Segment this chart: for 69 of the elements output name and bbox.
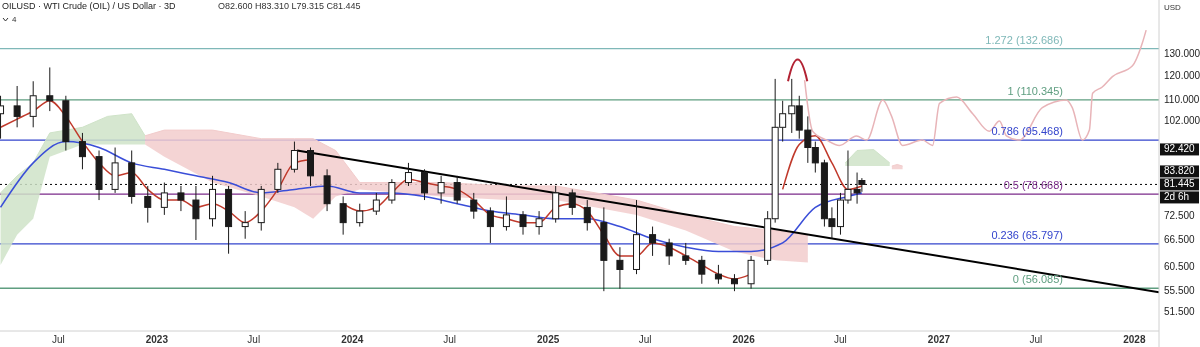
candlestick	[747, 255, 755, 290]
x-tick-label: Jul	[443, 334, 457, 345]
candlestick	[339, 195, 347, 236]
y-tick-label: 102.000	[1164, 115, 1200, 127]
candlestick	[177, 185, 185, 212]
candlestick	[356, 203, 364, 228]
candlestick	[453, 175, 461, 205]
x-tick-label: 2023	[145, 334, 169, 345]
candlestick	[404, 162, 412, 187]
x-tick-label: Jul	[638, 334, 652, 345]
chart-subtitle: O82.600 H83.310 L79.315 C81.445	[218, 1, 361, 12]
y-tick-label: 110.000	[1164, 94, 1200, 106]
ref-line-label: 0.236 (65.797)	[991, 228, 1063, 241]
candlestick	[388, 178, 396, 205]
candlestick	[192, 185, 200, 241]
text: 2d 6h	[1164, 191, 1190, 203]
ref-line-label: 0 (56.085)	[1012, 273, 1063, 286]
ref-line-label: 81.445	[1164, 178, 1196, 190]
candlestick	[470, 192, 478, 220]
chart-title: OILUSD · WTI Crude (OIL) / US Dollar · 3D	[2, 1, 177, 12]
candlestick	[665, 238, 673, 266]
x-tick-label: 2025	[537, 334, 560, 345]
candlestick	[698, 255, 706, 285]
candlestick	[486, 206, 494, 244]
y-tick-label: 60.500	[1164, 260, 1196, 272]
x-tick-label: 2024	[341, 334, 364, 345]
candlestick	[144, 185, 152, 224]
candlestick	[274, 162, 282, 194]
candlestick	[714, 264, 722, 285]
candlestick	[290, 141, 298, 174]
y-tick-label: 72.500	[1164, 210, 1196, 222]
candlestick	[502, 195, 510, 232]
candlestick	[421, 168, 429, 201]
x-tick-label: Jul	[834, 334, 847, 345]
candlestick	[682, 242, 690, 266]
candlestick	[568, 188, 576, 216]
y-tick-label: 55.500	[1164, 284, 1196, 296]
x-tick-label: Jul	[247, 334, 261, 345]
candlestick	[616, 246, 624, 290]
annotation: 4	[12, 15, 17, 25]
candlestick	[46, 66, 54, 112]
candlestick	[583, 199, 591, 232]
ref-line-label: 0.786 (95.468)	[991, 125, 1063, 138]
candlestick	[241, 210, 249, 240]
ref-line-label: 1 (110.345)	[1007, 84, 1063, 97]
candlestick	[437, 175, 445, 205]
x-tick-label: 2028	[1123, 334, 1146, 345]
x-tick-label: Jul	[1029, 334, 1043, 345]
x-tick-label: Jul	[51, 334, 65, 345]
candlestick	[78, 132, 86, 170]
x-tick-label: 2027	[927, 334, 951, 345]
x-tick-label: 2026	[732, 334, 756, 345]
y-tick-label: 130.000	[1164, 47, 1200, 59]
candlestick	[29, 80, 37, 128]
candlestick	[535, 210, 543, 236]
y-tick-label: 51.500	[1164, 305, 1196, 317]
candlestick	[649, 226, 657, 257]
ref-line-label: 1.272 (132.686)	[985, 33, 1063, 46]
line-series	[803, 29, 1147, 147]
text: 92.420	[1164, 143, 1196, 155]
ref-line-label: 0.5 (78.668)	[1003, 179, 1063, 192]
candlestick	[13, 85, 21, 128]
candlestick	[160, 182, 168, 216]
y-tick-label: 120.000	[1164, 70, 1200, 82]
text: 83.820	[1164, 165, 1196, 177]
text: USD	[1164, 3, 1182, 13]
candlestick	[519, 210, 527, 236]
y-tick-label: 66.500	[1164, 234, 1196, 246]
candlestick	[372, 192, 380, 216]
